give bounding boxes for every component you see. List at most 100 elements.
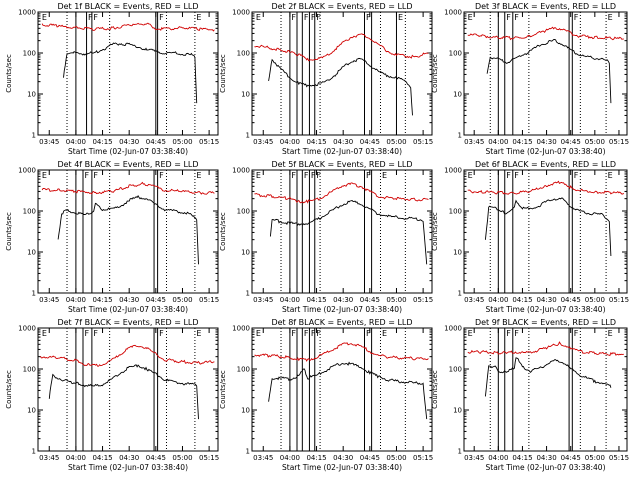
lld-series-line bbox=[467, 341, 624, 357]
flag-label: F bbox=[159, 171, 164, 180]
flag-label: F bbox=[311, 171, 316, 180]
chart-panel: Det 9f BLACK = Events, RED = LLD Counts/s… bbox=[431, 318, 629, 472]
x-tick-label: 03:45 bbox=[464, 454, 484, 462]
flag-label: E bbox=[468, 171, 473, 180]
x-tick-label: 04:30 bbox=[536, 138, 556, 146]
x-tick-label: 05:00 bbox=[386, 296, 406, 304]
chart-title: Det 1f BLACK = Events, RED = LLD bbox=[57, 2, 198, 11]
x-tick-label: 04:00 bbox=[280, 138, 300, 146]
x-tick-label: 03:45 bbox=[464, 296, 484, 304]
chart-panel: Det 6f BLACK = Events, RED = LLD Counts/s… bbox=[431, 160, 629, 314]
x-tick-label: 04:45 bbox=[360, 454, 380, 462]
y-tick-label: 10 bbox=[241, 249, 250, 257]
events-series-line bbox=[486, 38, 612, 104]
y-tick-label: 1000 bbox=[18, 9, 36, 17]
x-tick-label: 03:45 bbox=[253, 296, 273, 304]
flag-label: F bbox=[311, 13, 316, 22]
flag-label: F bbox=[316, 13, 321, 22]
flag-label: F bbox=[88, 13, 93, 22]
x-tick-label: 04:45 bbox=[146, 138, 166, 146]
x-tick-label: 04:00 bbox=[66, 454, 86, 462]
x-tick-label: 05:15 bbox=[413, 296, 433, 304]
x-tick-label: 04:00 bbox=[280, 296, 300, 304]
x-tick-label: 04:45 bbox=[561, 138, 581, 146]
flag-label: F bbox=[159, 329, 164, 338]
flag-label: F bbox=[93, 329, 98, 338]
flag-label: F bbox=[159, 13, 164, 22]
x-tick-label: 05:15 bbox=[413, 454, 433, 462]
x-tick-label: 03:45 bbox=[39, 454, 59, 462]
y-tick-label: 1 bbox=[246, 448, 250, 456]
x-tick-label: 04:45 bbox=[360, 138, 380, 146]
plot-frame bbox=[251, 11, 433, 136]
flag-label: F bbox=[506, 13, 511, 22]
y-tick-label: 1000 bbox=[18, 167, 36, 175]
x-tick-label: 03:45 bbox=[39, 138, 59, 146]
lld-series-line bbox=[254, 33, 429, 62]
y-axis-label: Counts/sec bbox=[431, 370, 439, 409]
x-tick-label: 04:30 bbox=[333, 296, 353, 304]
x-tick-label: 05:00 bbox=[172, 138, 192, 146]
flag-label: F bbox=[85, 171, 90, 180]
x-tick-label: 03:45 bbox=[253, 454, 273, 462]
flag-label: E bbox=[468, 13, 473, 22]
y-tick-label: 1 bbox=[246, 290, 250, 298]
x-tick-label: 04:15 bbox=[306, 454, 326, 462]
y-axis-label: Counts/sec bbox=[5, 212, 13, 251]
y-tick-label: 100 bbox=[449, 366, 462, 374]
x-tick-label: 04:30 bbox=[119, 296, 139, 304]
y-tick-label: 1 bbox=[246, 132, 250, 140]
y-tick-label: 1000 bbox=[232, 167, 250, 175]
x-tick-label: 04:15 bbox=[92, 454, 112, 462]
chart-title: Det 7f BLACK = Events, RED = LLD bbox=[57, 318, 198, 327]
x-tick-label: 04:30 bbox=[333, 454, 353, 462]
y-tick-label: 10 bbox=[27, 249, 36, 257]
flag-label: E bbox=[398, 13, 403, 22]
y-tick-label: 100 bbox=[449, 208, 462, 216]
flag-label: E bbox=[608, 171, 613, 180]
x-axis-label: Start Time (02-Jun-07 03:38:40) bbox=[68, 463, 188, 472]
flag-label: F bbox=[366, 171, 371, 180]
events-series-line bbox=[269, 199, 428, 265]
flag-label: E bbox=[256, 13, 261, 22]
x-tick-label: 05:15 bbox=[199, 296, 219, 304]
events-series-line bbox=[484, 357, 612, 397]
y-tick-label: 10 bbox=[27, 91, 36, 99]
flag-label: F bbox=[366, 13, 371, 22]
y-axis-label: Counts/sec bbox=[219, 54, 227, 93]
flag-label: F bbox=[514, 13, 519, 22]
flag-label: F bbox=[93, 171, 98, 180]
flag-label: E bbox=[42, 329, 47, 338]
x-tick-label: 05:00 bbox=[585, 138, 605, 146]
flag-label: F bbox=[506, 171, 511, 180]
flag-label: F bbox=[514, 329, 519, 338]
flag-label: E bbox=[256, 171, 261, 180]
x-tick-label: 03:45 bbox=[253, 138, 273, 146]
y-axis-label: Counts/sec bbox=[431, 54, 439, 93]
flag-label: F bbox=[311, 329, 316, 338]
chart-panel: Det 2f BLACK = Events, RED = LLD Counts/s… bbox=[219, 2, 433, 156]
chart-panel: Det 4f BLACK = Events, RED = LLD Counts/s… bbox=[5, 160, 219, 314]
flag-label: F bbox=[93, 13, 98, 22]
x-tick-label: 04:15 bbox=[306, 138, 326, 146]
events-series-line bbox=[57, 195, 199, 265]
chart-title: Det 9f BLACK = Events, RED = LLD bbox=[475, 318, 616, 327]
x-tick-label: 04:45 bbox=[561, 296, 581, 304]
y-axis-label: Counts/sec bbox=[219, 212, 227, 251]
y-tick-label: 1 bbox=[32, 290, 36, 298]
flag-label: F bbox=[291, 13, 296, 22]
y-tick-label: 10 bbox=[453, 407, 462, 415]
chart-title: Det 5f BLACK = Events, RED = LLD bbox=[271, 160, 412, 169]
flag-label: F bbox=[291, 329, 296, 338]
flag-label: F bbox=[316, 171, 321, 180]
chart-title: Det 6f BLACK = Events, RED = LLD bbox=[475, 160, 616, 169]
x-tick-label: 05:00 bbox=[386, 138, 406, 146]
flag-label: E bbox=[196, 13, 201, 22]
x-tick-label: 04:45 bbox=[146, 454, 166, 462]
events-series-line bbox=[484, 197, 612, 257]
chart-panel: Det 5f BLACK = Events, RED = LLD Counts/s… bbox=[219, 160, 433, 314]
x-tick-label: 05:15 bbox=[413, 138, 433, 146]
x-tick-label: 05:15 bbox=[199, 454, 219, 462]
x-tick-label: 03:45 bbox=[39, 296, 59, 304]
x-tick-label: 03:45 bbox=[464, 138, 484, 146]
